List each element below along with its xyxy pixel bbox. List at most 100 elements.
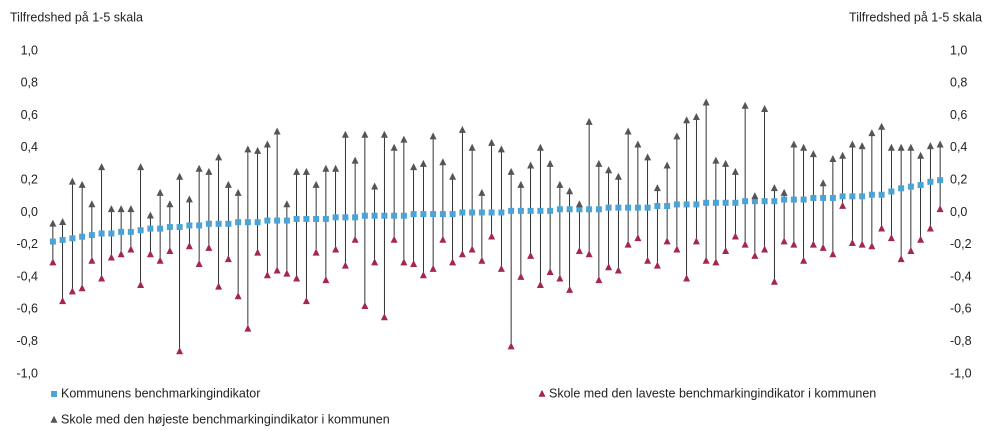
school-marker [731,167,739,175]
school-marker [556,180,564,188]
benchmark-marker [615,204,622,211]
benchmark-marker [118,228,125,235]
benchmark-marker [537,207,544,214]
school-marker [917,235,925,243]
benchmark-marker [634,204,641,211]
benchmark-marker [664,203,671,210]
benchmark-marker [566,206,573,213]
school-marker [429,264,437,272]
school-marker [673,132,681,140]
school-marker [692,113,700,121]
benchmark-marker [712,199,719,206]
benchmark-marker [859,193,866,200]
school-marker [887,143,895,151]
school-marker [663,161,671,169]
school-marker [546,159,554,167]
benchmark-marker [547,207,554,214]
school-marker [790,240,798,248]
school-marker [224,255,232,263]
y-tick-label: -0,6 [16,302,38,316]
school-marker [117,205,125,213]
school-marker [887,234,895,242]
school-marker [361,301,369,309]
benchmark-marker [371,212,378,219]
school-marker [341,130,349,138]
school-marker [146,250,154,258]
school-marker [127,245,135,253]
benchmark-marker [420,211,427,218]
school-marker [683,274,691,282]
school-marker [878,224,886,232]
school-marker [322,276,330,284]
benchmark-marker [391,212,398,219]
benchmark-marker [937,177,944,184]
school-marker [517,272,525,280]
school-marker [254,248,262,256]
benchmark-marker [683,201,690,208]
school-marker [59,297,67,305]
school-marker [176,172,184,180]
benchmark-marker [644,204,651,211]
y2-tick-label: -0,6 [950,302,972,316]
school-marker [166,247,174,255]
benchmark-marker [810,194,817,201]
benchmark-marker [430,211,437,218]
benchmark-marker [303,215,310,222]
school-marker [663,237,671,245]
school-marker [868,129,876,137]
school-marker [634,234,642,242]
school-marker [527,251,535,259]
school-marker [205,167,213,175]
school-marker [371,182,379,190]
school-marker [751,251,759,259]
school-marker [800,143,808,151]
benchmark-marker [49,238,56,245]
benchmark-marker [215,220,222,227]
school-marker [809,150,817,158]
benchmark-marker [498,209,505,216]
y2-tick-label: 0,0 [950,205,967,219]
school-marker [117,250,125,258]
benchmark-marker [157,225,164,232]
legend-label: Kommunens benchmarkingindikator [61,386,260,400]
legend-marker [538,389,546,397]
school-marker [429,132,437,140]
school-marker [702,98,710,106]
school-marker [419,271,427,279]
school-marker [312,180,320,188]
school-marker [302,297,310,305]
school-marker [878,122,886,130]
school-marker [195,259,203,267]
school-marker [351,235,359,243]
benchmark-marker [469,209,476,216]
school-marker [566,285,574,293]
y-tick-label: 1,0 [21,43,38,57]
school-marker [68,287,76,295]
school-marker [234,292,242,300]
school-marker [137,163,145,171]
school-marker [400,258,408,266]
school-marker [751,192,759,200]
y2-tick-label: 0,6 [950,108,967,122]
school-marker [917,151,925,159]
school-marker [332,164,340,172]
benchmark-marker [605,204,612,211]
y2-tick-label: -0,8 [950,334,972,348]
y-axis-title: Tilfredshed på 1-5 skala [10,10,143,24]
school-marker [770,277,778,285]
school-marker [829,250,837,258]
school-marker [98,163,106,171]
school-marker [829,155,837,163]
school-marker [263,271,271,279]
school-marker [215,282,223,290]
school-marker [731,232,739,240]
school-marker [497,264,505,272]
school-marker [566,187,574,195]
benchmark-marker [790,196,797,203]
benchmark-marker [927,178,934,185]
school-marker [322,164,330,172]
school-marker [107,205,115,213]
school-marker [380,130,388,138]
benchmark-marker [488,209,495,216]
